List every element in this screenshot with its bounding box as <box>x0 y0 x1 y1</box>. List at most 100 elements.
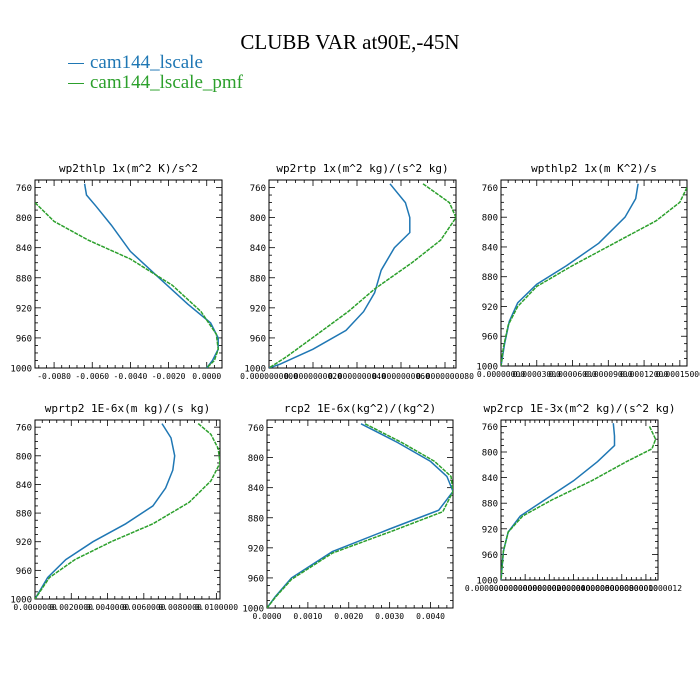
y-tick-label: 880 <box>248 514 264 524</box>
y-tick-label: 880 <box>482 500 498 510</box>
y-tick-label: 1000 <box>476 363 498 373</box>
legend-label-lscale: cam144_lscale <box>90 52 203 73</box>
x-tick-label: -0.0080 <box>37 372 71 381</box>
series-line-lscale-pmf <box>501 426 657 580</box>
y-tick-label: 960 <box>16 334 32 344</box>
chart-panel-4: wprtp2 1E-6x(m kg)/(s kg) 760 800 840 880 920… <box>10 402 238 612</box>
x-tick-label: 0.0000000000010 <box>586 584 658 593</box>
y-tick-label: 760 <box>248 424 264 434</box>
y-tick-label: 920 <box>248 544 264 554</box>
x-tick-label: 0.0000000000012 <box>610 584 682 593</box>
chart-title: wpthlp2 1x(m K^2)/s <box>531 162 657 175</box>
x-tick-label: 0.00006000 <box>548 370 596 379</box>
x-tick-label: 0.0000000000000 <box>465 584 537 593</box>
y-tick-label: 840 <box>16 244 32 254</box>
series-line-lscale <box>501 423 616 580</box>
y-tick-label: 760 <box>250 184 266 194</box>
x-tick-label: 0.0000000040 <box>328 372 386 381</box>
x-tick-label: 0.0010 <box>293 612 322 621</box>
y-tick-label: 920 <box>250 304 266 314</box>
y-tick-label: 760 <box>16 424 32 434</box>
main-title: CLUBB VAR at90E,-45N <box>240 30 460 54</box>
legend-line-lscale <box>68 63 84 65</box>
x-tick-label: 0.0000 <box>253 612 282 621</box>
x-tick-label: 0.0000 <box>192 372 221 381</box>
y-tick-label: 760 <box>482 423 498 433</box>
y-tick-label: 880 <box>482 273 498 283</box>
x-tick-label: -0.0060 <box>75 372 109 381</box>
x-tick-label: 0.0020 <box>334 612 363 621</box>
y-tick-label: 920 <box>482 525 498 535</box>
chart-title: wp2rcp 1E-3x(m^2 kg)/(s^2 kg) <box>483 402 675 415</box>
x-tick-label: -0.0020 <box>152 372 186 381</box>
y-tick-label: 840 <box>250 244 266 254</box>
x-tick-label: 0.0000000080 <box>416 372 474 381</box>
x-tick-label: 0.0100000 <box>195 603 239 612</box>
chart-title: wprtp2 1E-6x(m kg)/(s kg) <box>45 402 211 415</box>
x-tick-label: 0.0000000000006 <box>537 584 609 593</box>
x-tick-label: 0.00003000 <box>513 370 561 379</box>
legend-item-lscale-pmf: cam144_lscale_pmf <box>68 72 243 94</box>
y-tick-label: 760 <box>482 184 498 194</box>
series-line-lscale <box>269 183 411 368</box>
series-line-lscale-pmf <box>267 423 453 608</box>
y-tick-label: 800 <box>248 454 264 464</box>
chart-title: wp2thlp 1x(m^2 K)/s^2 <box>59 162 198 175</box>
plot-frame <box>500 419 659 581</box>
y-tick-label: 880 <box>250 274 266 284</box>
legend-item-lscale: cam144_lscale <box>68 52 203 74</box>
x-tick-label: 0.00009000 <box>584 370 632 379</box>
y-tick-label: 920 <box>482 303 498 313</box>
chart-panel-6: wp2rcp 1E-3x(m^2 kg)/(s^2 kg) 760 800 840 88… <box>465 402 682 593</box>
y-tick-label: 800 <box>16 214 32 224</box>
x-tick-label: 0.0000000000004 <box>513 584 585 593</box>
x-tick-label: 0.0020000 <box>50 603 94 612</box>
x-tick-label: 0.0000000060 <box>372 372 430 381</box>
y-tick-label: 800 <box>250 214 266 224</box>
series-line-lscale <box>83 183 219 368</box>
chart-panel-5: rcp2 1E-6x(kg^2)/(kg^2) 760 800 840 880 920 96… <box>242 402 454 621</box>
y-tick-label: 920 <box>16 538 32 548</box>
plot-frame <box>34 179 223 369</box>
plot-frame <box>500 179 688 367</box>
series-line-lscale <box>267 423 453 608</box>
legend-line-lscale-pmf <box>68 83 84 85</box>
y-tick-label: 840 <box>248 484 264 494</box>
y-tick-label: 880 <box>16 274 32 284</box>
y-tick-label: 880 <box>16 510 32 520</box>
y-tick-label: 920 <box>16 304 32 314</box>
series-line-lscale-pmf <box>501 187 687 366</box>
plot-frame <box>268 179 457 369</box>
y-tick-label: 960 <box>250 334 266 344</box>
x-tick-label: 0.00015000 <box>656 370 700 379</box>
y-tick-label: 800 <box>16 452 32 462</box>
y-tick-label: 840 <box>482 474 498 484</box>
plot-frame <box>34 419 221 600</box>
y-tick-label: 840 <box>16 481 32 491</box>
y-tick-label: 1000 <box>244 365 266 375</box>
y-tick-label: 1000 <box>10 596 32 606</box>
chart-panel-2: wp2rtp 1x(m^2 kg)/(s^2 kg) 760 800 840 880 92… <box>240 162 474 381</box>
chart-title: wp2rtp 1x(m^2 kg)/(s^2 kg) <box>276 162 448 175</box>
series-line-lscale-pmf <box>35 423 220 599</box>
x-tick-label: 0.00012000 <box>620 370 668 379</box>
x-tick-label: 0.0000000020 <box>284 372 342 381</box>
y-tick-label: 1000 <box>242 605 264 615</box>
x-tick-label: 0.0080000 <box>158 603 202 612</box>
y-tick-label: 800 <box>482 449 498 459</box>
x-tick-label: 0.0040000 <box>86 603 130 612</box>
series-line-lscale-pmf <box>269 183 456 368</box>
x-tick-label: 0.0030 <box>375 612 404 621</box>
chart-panel-3: wpthlp2 1x(m K^2)/s 760 800 840 880 920 960 100… <box>476 162 700 379</box>
chart-title: rcp2 1E-6x(kg^2)/(kg^2) <box>284 402 436 415</box>
x-tick-label: 0.0000000000 <box>240 372 298 381</box>
x-tick-label: -0.0040 <box>114 372 148 381</box>
y-tick-label: 960 <box>248 574 264 584</box>
y-tick-label: 760 <box>16 184 32 194</box>
x-tick-label: 0.0060000 <box>122 603 166 612</box>
series-line-lscale-pmf <box>35 202 219 368</box>
x-tick-label: 0.0000000000008 <box>561 584 633 593</box>
x-tick-label: 0.0000000000002 <box>489 584 561 593</box>
chart-panel-1: wp2thlp 1x(m^2 K)/s^2 760 800 840 880 920 960 1… <box>10 162 223 381</box>
x-tick-label: 0.0000000 <box>13 603 57 612</box>
